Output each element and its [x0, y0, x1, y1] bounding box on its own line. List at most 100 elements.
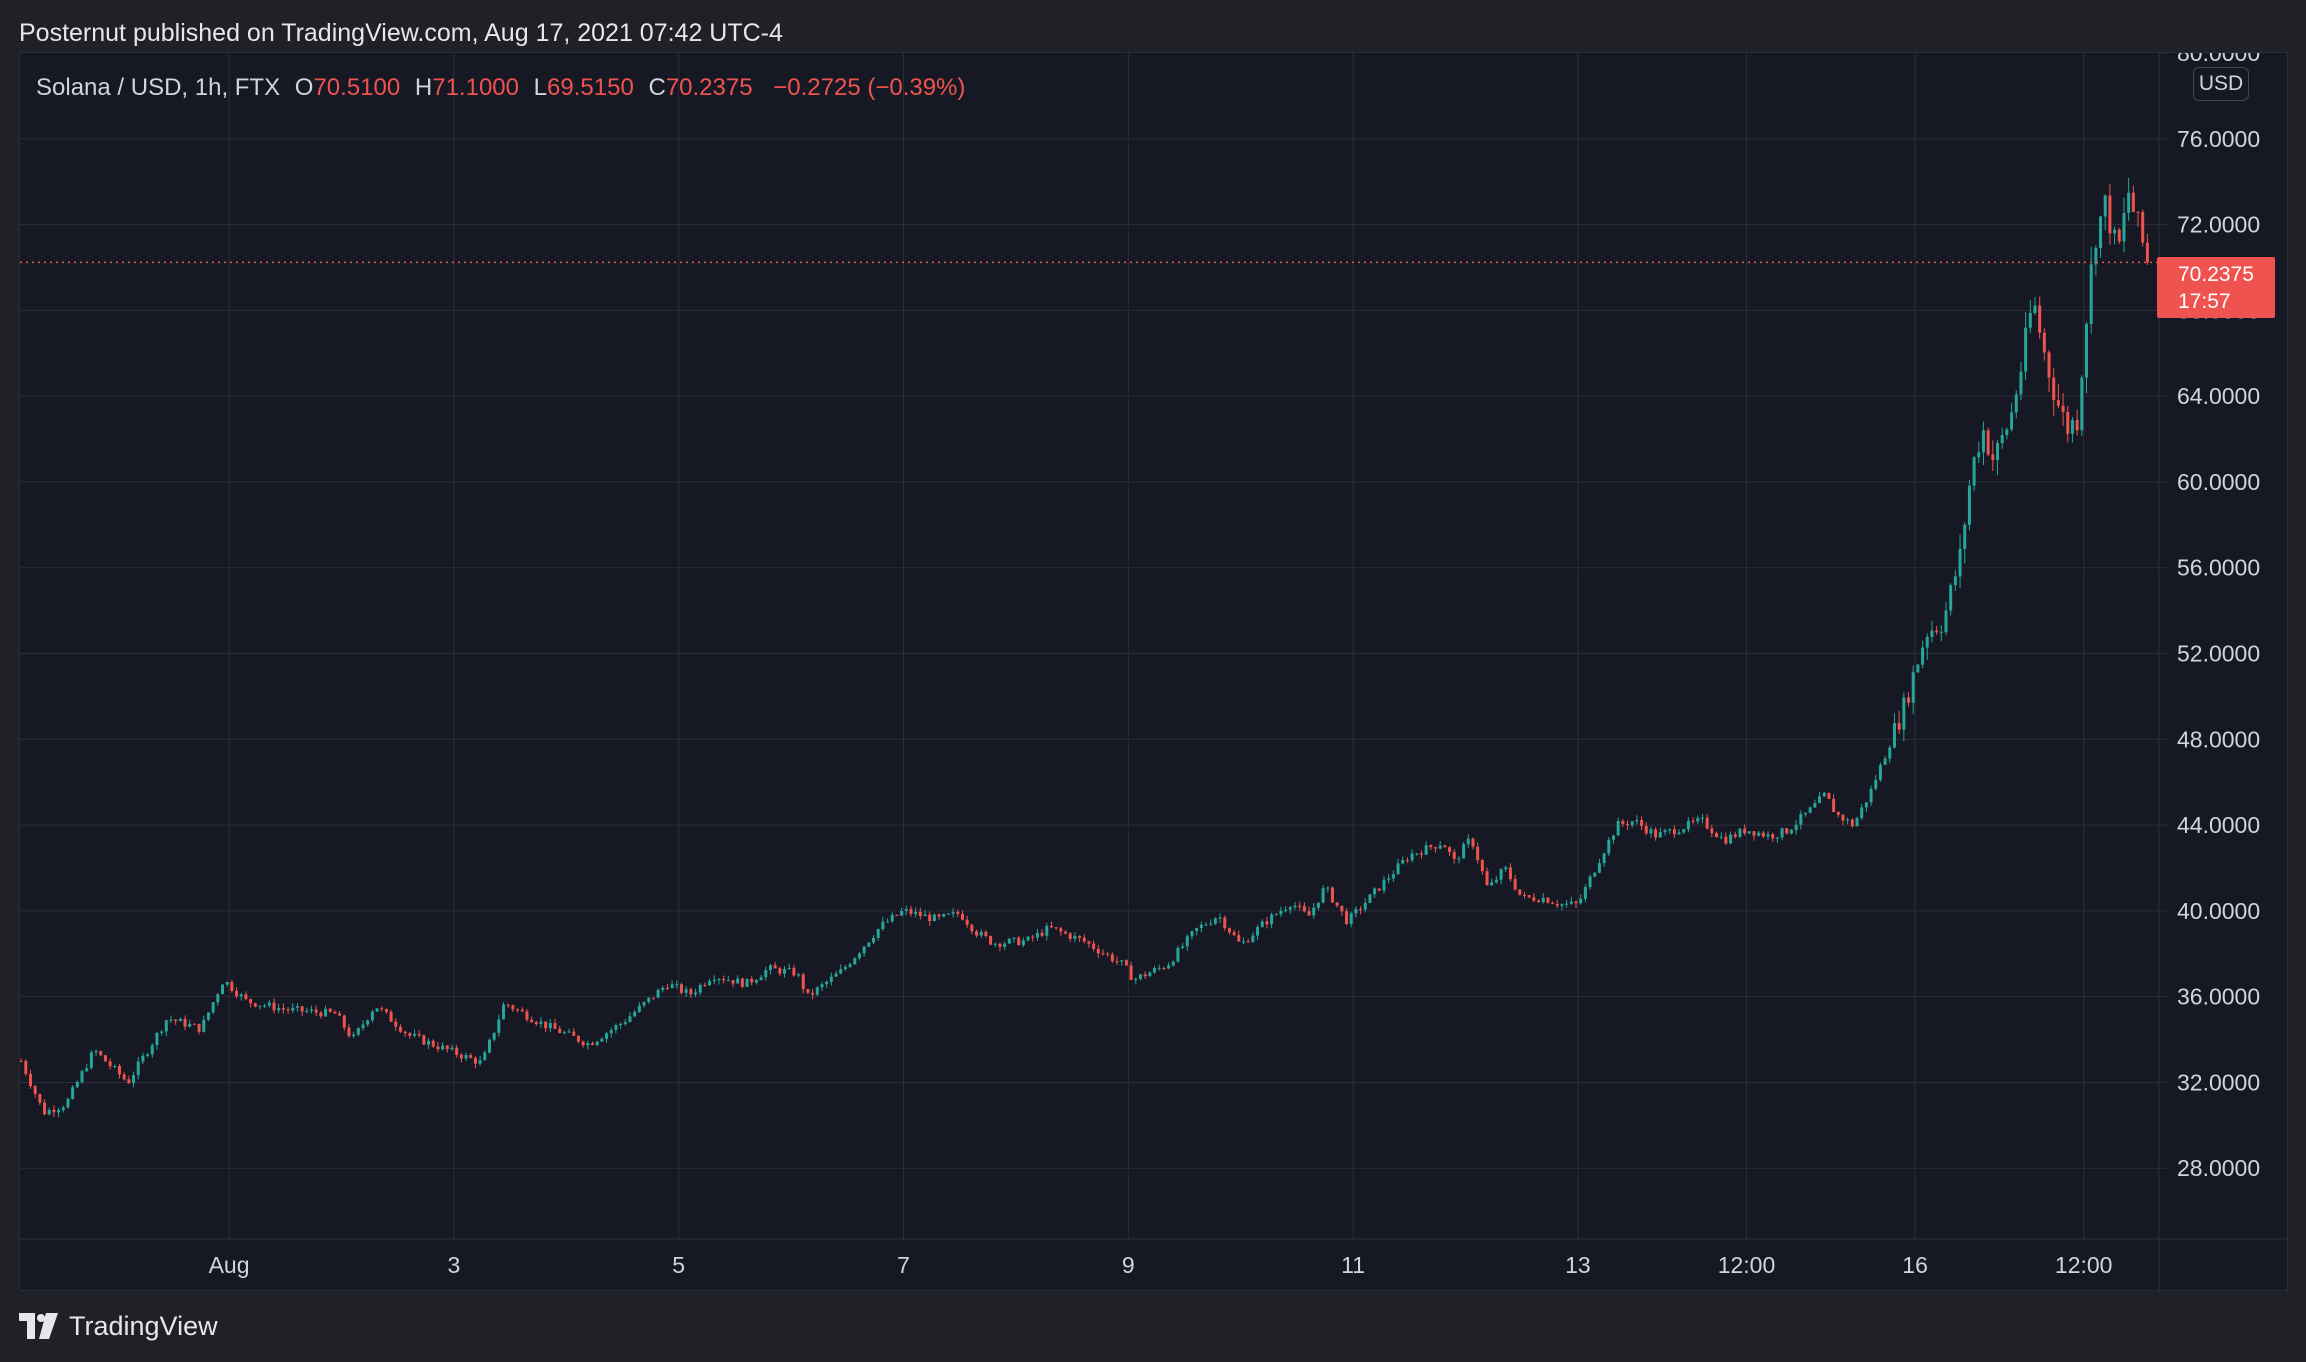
candle-body	[1780, 828, 1784, 838]
candle-body	[1312, 907, 1316, 916]
candle-body	[1288, 907, 1292, 910]
candle-body	[572, 1031, 576, 1036]
candle-body	[1382, 879, 1386, 891]
price-axis-label: 48.0000	[2177, 726, 2260, 752]
candle-body	[806, 988, 810, 993]
candle-body	[1167, 965, 1171, 969]
candle-body	[1640, 820, 1644, 826]
candle-body	[272, 1002, 276, 1011]
price-axis-label: 72.0000	[2177, 212, 2260, 238]
candle-body	[886, 921, 890, 923]
candle-body	[1958, 548, 1962, 577]
candle-body	[1766, 834, 1770, 837]
candle-body	[1691, 820, 1695, 822]
candle-body	[1115, 961, 1119, 963]
candle-body	[1682, 829, 1686, 833]
candlestick-chart[interactable]: 28.0000 32.0000 36.0000 40.0000 44.0000 48.00…	[20, 53, 2289, 1292]
price-axis-label: 76.0000	[2177, 126, 2260, 152]
candle-body	[1527, 895, 1531, 898]
candle-body	[768, 965, 772, 971]
candle-body	[75, 1082, 79, 1088]
candle-body	[998, 943, 1002, 947]
candle-body	[773, 965, 777, 969]
candle-body	[600, 1038, 604, 1042]
candle-body	[726, 980, 730, 982]
candle-body	[1223, 917, 1227, 929]
candle-body	[309, 1009, 313, 1011]
candle-body	[698, 984, 702, 993]
candle-body	[900, 910, 904, 916]
candle-body	[370, 1011, 374, 1021]
candle-body	[384, 1008, 388, 1012]
candle-body	[993, 943, 997, 945]
candle-body	[1836, 812, 1840, 815]
candle-body	[2042, 332, 2046, 353]
bar-countdown: 17:57	[2178, 290, 2231, 313]
change-value: −0.2725 (−0.39%)	[773, 74, 966, 101]
last-price-tag: 70.2375 17:57	[2157, 257, 2275, 318]
candle-body	[1452, 851, 1456, 859]
candle-body	[239, 994, 243, 997]
candle-body	[1181, 946, 1185, 948]
candle-body	[1949, 585, 1953, 611]
candle-body	[1195, 928, 1199, 932]
candle-body	[1068, 933, 1072, 939]
candle-body	[1359, 908, 1363, 910]
candle-body	[89, 1052, 93, 1069]
candle-body	[1892, 723, 1896, 748]
candle-body	[797, 974, 801, 976]
candle-body	[1480, 860, 1484, 872]
candle-body	[57, 1109, 61, 1113]
candle-body	[918, 911, 922, 917]
candle-body	[1391, 874, 1395, 879]
candle-body	[2024, 327, 2028, 372]
candle-body	[375, 1008, 379, 1012]
candle-body	[1092, 943, 1096, 949]
candle-body	[1185, 936, 1189, 947]
candle-body	[787, 967, 791, 969]
candle-body	[324, 1008, 328, 1017]
candle-body	[1597, 863, 1601, 873]
candle-body	[1921, 647, 1925, 665]
candle-body	[178, 1018, 182, 1022]
candle-body	[366, 1020, 370, 1025]
candle-body	[478, 1060, 482, 1064]
candle-body	[1616, 820, 1620, 836]
candle-body	[1972, 457, 1976, 486]
candle-body	[1171, 961, 1175, 966]
candle-body	[1162, 967, 1166, 969]
candle-body	[1574, 901, 1578, 904]
candle-body	[1733, 834, 1737, 837]
currency-badge[interactable]: USD	[2193, 67, 2249, 101]
candle-body	[2052, 377, 2056, 401]
candle-body	[932, 914, 936, 922]
candle-body	[1227, 928, 1231, 933]
candle-body	[197, 1023, 201, 1032]
candle-body	[99, 1051, 103, 1056]
candle-body	[1134, 978, 1138, 980]
price-axis-label: 64.0000	[2177, 383, 2260, 409]
footer-brand[interactable]: TradingView	[19, 1308, 218, 1344]
price-axis-label: 28.0000	[2177, 1155, 2260, 1181]
candle-body	[2117, 229, 2121, 242]
candle-body	[1293, 905, 1297, 908]
candle-body	[169, 1019, 173, 1021]
candle-body	[534, 1022, 538, 1024]
candle-body	[853, 958, 857, 965]
candle-body	[689, 989, 693, 995]
candle-body	[848, 964, 852, 967]
candle-body	[211, 1002, 215, 1013]
price-axis-label: 32.0000	[2177, 1069, 2260, 1095]
chart-pane[interactable]: 28.0000 32.0000 36.0000 40.0000 44.0000 48.00…	[19, 52, 2289, 1292]
candle-body	[1672, 829, 1676, 835]
candle-body	[712, 979, 716, 982]
candle-body	[455, 1047, 459, 1055]
time-axis-label: 13	[1565, 1252, 1591, 1278]
candle-body	[319, 1012, 323, 1017]
candle-body	[1977, 452, 1981, 458]
candle-body	[221, 984, 225, 995]
symbol-name[interactable]: Solana / USD, 1h, FTX	[36, 74, 281, 101]
candle-body	[1270, 914, 1274, 925]
candle-body	[815, 987, 819, 995]
candle-body	[708, 981, 712, 986]
